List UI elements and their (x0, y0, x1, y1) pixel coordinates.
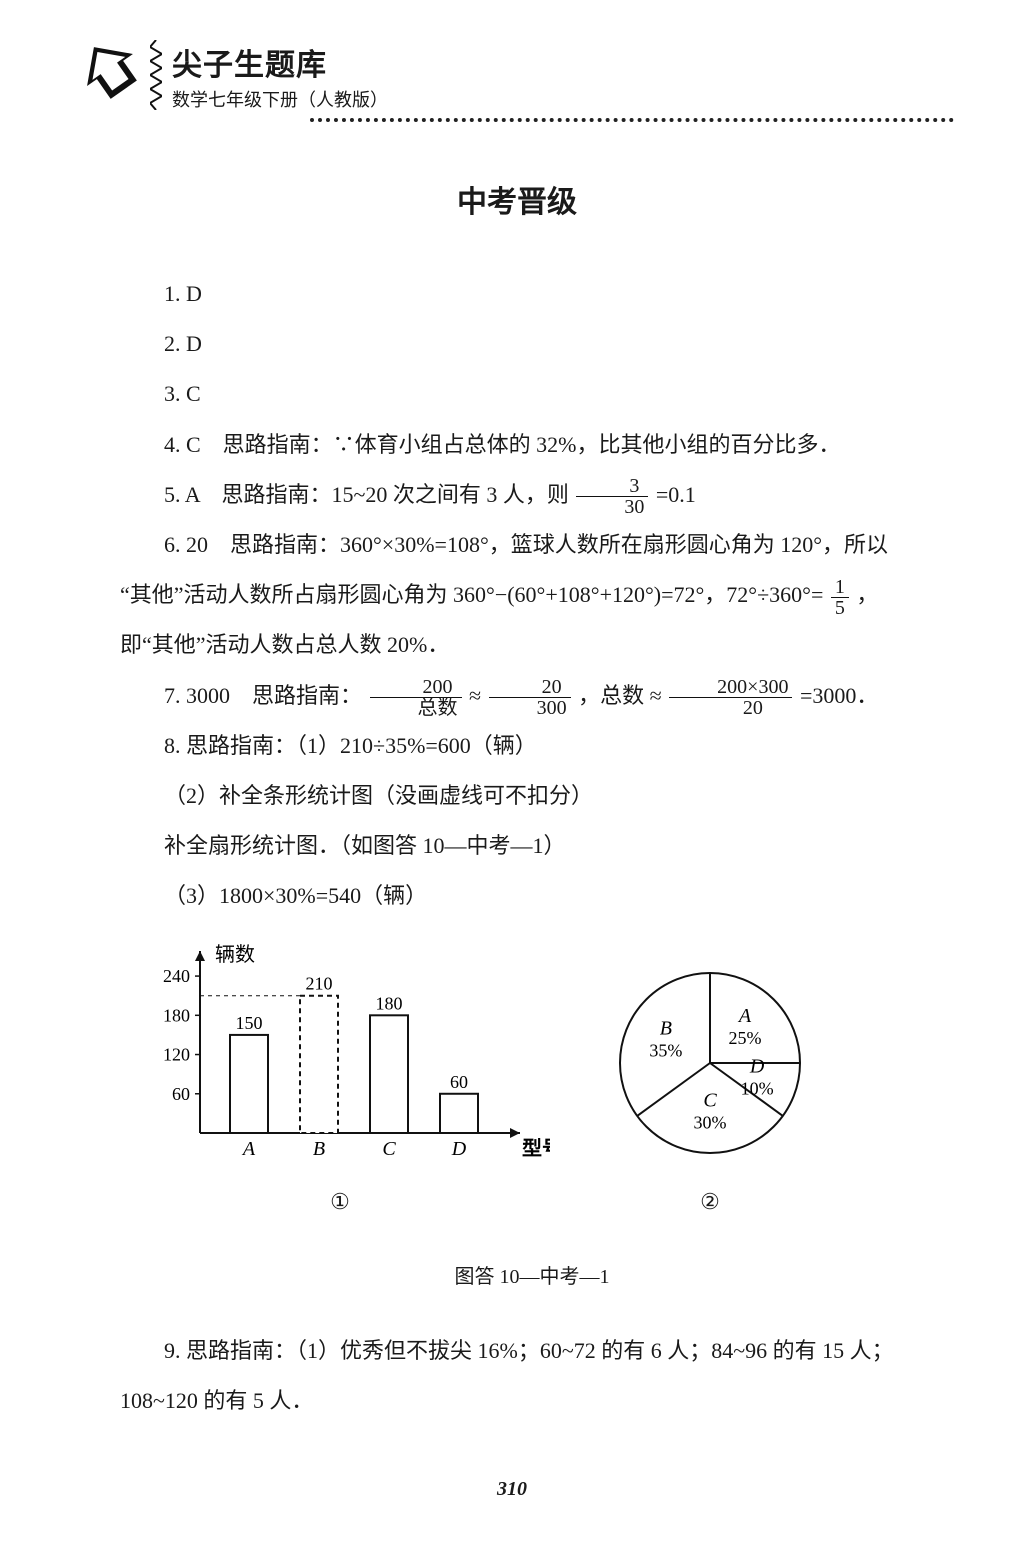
divider (310, 118, 954, 122)
svg-text:C: C (703, 1090, 717, 1112)
series-subtitle: 数学七年级下册（人教版） (172, 86, 388, 112)
zigzag-icon (150, 40, 162, 110)
fraction: 200×300 20 (669, 677, 792, 718)
svg-text:60: 60 (450, 1072, 468, 1092)
pie-chart: A25% D10% C30% B35% ② (590, 953, 830, 1225)
bar-chart: 60 120 180 240 辆数型号 150 A 210 B 180 C 60 D ① (130, 923, 550, 1225)
answers-block: 1. D 2. D 3. C 4. C 思路指南：∵体育小组占总体的 32%，比… (120, 271, 944, 1424)
answer-8-2: （2）补全条形统计图（没画虚线可不扣分） (120, 773, 944, 819)
answer-9-2: 108~120 的有 5 人． (120, 1378, 944, 1424)
bar-caption: ① (130, 1179, 550, 1225)
svg-text:240: 240 (163, 967, 190, 987)
fraction: 20 300 (489, 677, 571, 718)
svg-text:A: A (241, 1138, 256, 1160)
svg-text:10%: 10% (741, 1079, 774, 1099)
svg-text:D: D (749, 1056, 765, 1078)
svg-text:B: B (313, 1138, 325, 1160)
series-title: 尖子生题库 (172, 40, 388, 84)
answer-8-1: 8. 思路指南：（1）210÷35%=600（辆） (120, 723, 944, 769)
svg-text:150: 150 (236, 1013, 263, 1033)
figure-caption: 图答 10—中考—1 (120, 1256, 944, 1298)
page-header: 尖子生题库 数学七年级下册（人教版） (80, 40, 954, 112)
answer-6-line1: 6. 20 思路指南：360°×30%=108°，篮球人数所在扇形圆心角为 12… (120, 522, 944, 568)
svg-text:180: 180 (163, 1006, 190, 1026)
arrow-icon (80, 40, 140, 100)
answer-3: 3. C (120, 371, 944, 417)
fraction: 1 5 (831, 577, 849, 618)
answer-6-line2: “其他”活动人数所占扇形圆心角为 360°−(60°+108°+120°)=72… (120, 572, 944, 618)
svg-text:120: 120 (163, 1045, 190, 1065)
pie-caption: ② (590, 1179, 830, 1225)
answer-5: 5. A 思路指南：15~20 次之间有 3 人，则 3 30 =0.1 (120, 472, 944, 518)
section-title: 中考晋级 (80, 177, 954, 221)
answer-7: 7. 3000 思路指南： 200 总数 ≈ 20 300 ，总数 ≈ 200×… (120, 673, 944, 719)
svg-text:B: B (660, 1018, 672, 1040)
svg-text:60: 60 (172, 1084, 190, 1104)
svg-text:辆数: 辆数 (215, 943, 255, 966)
answer-2: 2. D (120, 321, 944, 367)
answer-6-line3: 即“其他”活动人数占总人数 20%． (120, 622, 944, 668)
answer-4: 4. C 思路指南：∵体育小组占总体的 32%，比其他小组的百分比多． (120, 422, 944, 468)
answer-8-4: （3）1800×30%=540（辆） (120, 873, 944, 919)
svg-text:25%: 25% (729, 1028, 762, 1048)
svg-text:210: 210 (306, 974, 333, 994)
fraction: 3 30 (576, 476, 648, 517)
answer-8-3: 补全扇形统计图．（如图答 10—中考—1） (120, 823, 944, 869)
page-number: 310 (0, 1478, 1024, 1501)
answer-1: 1. D (120, 271, 944, 317)
svg-text:D: D (451, 1138, 467, 1160)
figure-row: 60120180240辆数型号150A210B180C60D ① A25%D10… (130, 923, 944, 1225)
svg-text:35%: 35% (649, 1041, 682, 1061)
fraction: 200 总数 (370, 677, 462, 718)
svg-text:型号: 型号 (522, 1137, 550, 1160)
svg-text:30%: 30% (694, 1113, 727, 1133)
svg-text:C: C (382, 1138, 396, 1160)
svg-text:A: A (737, 1005, 752, 1027)
answer-9-1: 9. 思路指南：（1）优秀但不拔尖 16%；60~72 的有 6 人；84~96… (120, 1328, 944, 1374)
svg-text:180: 180 (376, 994, 403, 1014)
